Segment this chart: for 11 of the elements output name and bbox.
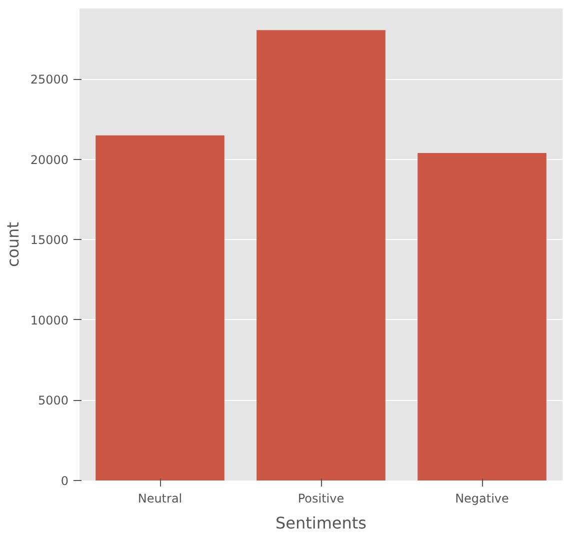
y-tick-label: 25000 [30, 72, 69, 87]
x-tick-label: Positive [298, 492, 344, 506]
y-tick-label: 10000 [30, 313, 69, 328]
y-tick-label: 15000 [30, 233, 69, 248]
y-tick-label: 5000 [38, 394, 69, 408]
y-tick-label: 20000 [30, 152, 69, 167]
x-axis-title: Sentiments [275, 514, 367, 532]
y-tick-label: 0 [60, 474, 69, 488]
x-tick-label: Negative [455, 492, 509, 506]
x-tick-label: Neutral [138, 492, 182, 506]
y-axis-title: count [3, 222, 22, 268]
